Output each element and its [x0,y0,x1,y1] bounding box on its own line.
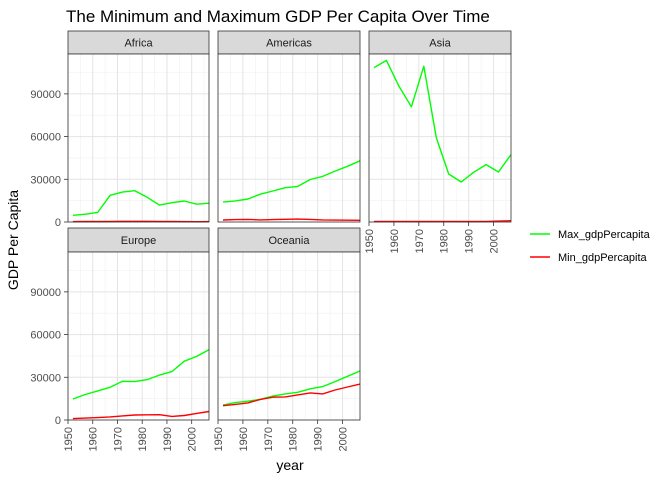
y-tick-label: 0 [55,217,61,229]
x-tick-label: 1980 [439,229,451,253]
panel-border [217,53,361,223]
x-tick-label: 1950 [63,427,75,451]
x-tick-label: 1980 [137,427,149,451]
x-tick-label: 1990 [464,229,476,253]
series-line-max-gdppercapita [72,349,210,400]
facet-americas: Americas [217,30,361,223]
x-tick-label: 1950 [213,427,225,451]
facet-strip-label: Oceania [269,235,311,247]
panel-background [68,252,209,420]
y-tick-label: 90000 [30,89,61,101]
panel-background [369,54,511,222]
x-tick-label: 1950 [364,229,376,253]
series-line-max-gdppercapita [373,59,512,183]
panel-border [368,53,512,223]
facet-asia: Asia 1950 1960 1970 1980 1990 2000 [364,30,512,253]
facet-oceania: Oceania 1950 1960 1970 1980 1990 2000 [213,227,361,451]
y-tick-label: 30000 [30,372,61,384]
panel-border [217,251,361,421]
x-tick-label: 1990 [313,427,325,451]
facet-panels: Africa 0 30000 60000 90000 Americas Asia 1950 19… [30,30,512,451]
facet-strip-label: Americas [266,38,312,50]
panel-background [218,54,360,222]
panel-border [67,53,210,223]
facet-strip [67,227,210,253]
x-tick-label: 1970 [112,427,124,451]
legend: Max_gdpPercapita Min_gdpPercapita [530,229,651,264]
series-line-min-gdppercapita [374,220,512,223]
x-tick-label: 1960 [389,229,401,253]
y-tick-label: 60000 [30,132,61,144]
x-tick-label: 1990 [162,427,174,451]
series-line-max-gdppercapita [222,370,361,406]
legend-item-min-gdppercapita: Min_gdpPercapita [530,252,648,264]
series-line-max-gdppercapita [72,189,210,216]
y-tick-label: 0 [55,415,61,427]
x-tick-label: 2000 [187,427,199,451]
panel-background [68,54,209,222]
series-line-min-gdppercapita [222,218,361,221]
facet-europe: Europe 0 30000 60000 90000 1950 1960 1970 1980 19… [30,227,210,451]
panel-background [218,252,360,420]
facet-strip-label: Africa [124,38,153,50]
x-tick-label: 2000 [489,229,501,253]
legend-label: Max_gdpPercapita [558,229,651,241]
chart-title: The Minimum and Maximum GDP Per Capita O… [66,7,490,26]
x-tick-label: 1970 [263,427,275,451]
facet-strip-label: Asia [429,38,451,50]
y-tick-label: 60000 [30,330,61,342]
facet-strip [217,227,361,253]
x-tick-label: 1960 [238,427,250,451]
facet-strip-label: Europe [121,235,156,247]
series-line-min-gdppercapita [72,410,210,420]
y-axis-title: GDP Per Capita [5,190,21,290]
legend-item-max-gdppercapita: Max_gdpPercapita [530,229,651,241]
x-tick-label: 1960 [88,427,100,451]
series-line-min-gdppercapita [222,383,361,407]
panel-border [67,251,210,421]
y-tick-label: 30000 [30,174,61,186]
x-tick-label: 1980 [288,427,300,451]
y-tick-label: 90000 [30,287,61,299]
series-line-max-gdppercapita [222,160,361,203]
x-tick-label: 2000 [338,427,350,451]
facet-africa: Africa 0 30000 60000 90000 [30,30,210,229]
x-tick-label: 1970 [414,229,426,253]
x-axis-title: year [276,457,304,473]
legend-label: Min_gdpPercapita [558,252,648,264]
